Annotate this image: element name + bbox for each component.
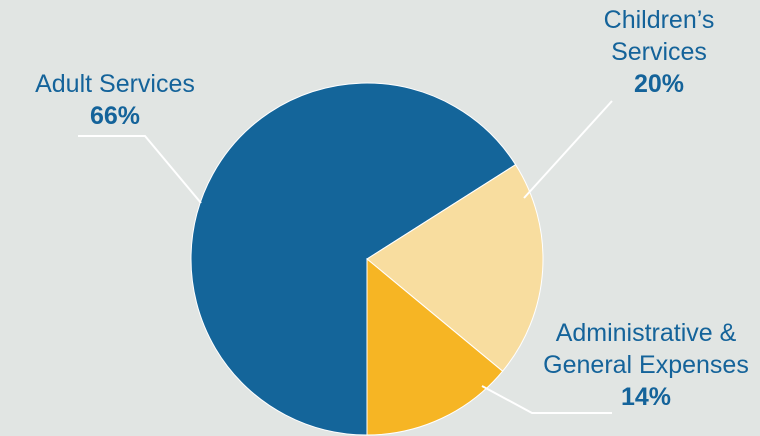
leader-line-administrative-general (481, 385, 612, 414)
slice-name-childrens-line-1: Children’s (603, 6, 715, 34)
slice-label-adult-services: Adult Services 66% (8, 68, 222, 132)
slice-value-adult-services: 66% (89, 102, 141, 130)
slice-label-administrative-general: Administrative & General Expenses 14% (530, 317, 760, 413)
slice-name-childrens-line-2: Services (611, 38, 707, 66)
slice-name-admin-line-1: Administrative & (555, 319, 737, 347)
pie-slice-administrative-general (366, 257, 504, 436)
slice-label-childrens-services: Children’s Services 20% (548, 4, 760, 100)
leader-line-adult-services (78, 135, 202, 204)
slice-value-administrative-general: 14% (620, 383, 672, 411)
slice-value-childrens-services: 20% (633, 70, 685, 98)
pie-slice-childrens-services (366, 163, 544, 372)
pie-slice-adult-services (190, 82, 517, 436)
slice-name-adult-services: Adult Services (35, 70, 195, 98)
leader-line-childrens-services (523, 100, 613, 199)
slice-name-admin-line-2: General Expenses (543, 351, 749, 379)
